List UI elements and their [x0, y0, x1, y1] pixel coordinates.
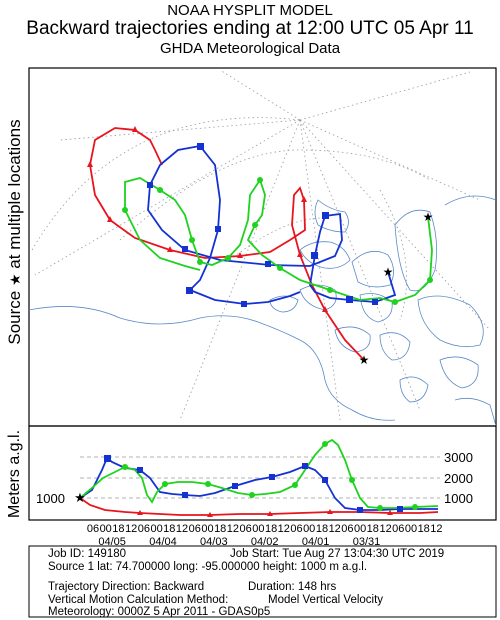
svg-text:★: ★ — [383, 265, 394, 279]
start-height-label: 1000 — [36, 491, 65, 506]
date-tick-label: 04/03 — [200, 536, 228, 548]
meteorology-source: GHDA Meteorological Data — [159, 40, 341, 57]
hour-tick-label: 06 — [239, 523, 251, 535]
hour-tick-label: 18 — [112, 523, 124, 535]
blue-markers — [147, 143, 378, 307]
hour-tick-label: 00 — [303, 523, 315, 535]
red-markers — [87, 126, 328, 312]
hour-tick-label: 06 — [290, 523, 302, 535]
trajectory-blue — [147, 145, 397, 305]
hour-tick-label: 12 — [379, 523, 391, 535]
green-markers — [122, 177, 433, 305]
hour-tick-label: 18 — [163, 523, 175, 535]
hour-tick-label: 00 — [100, 523, 112, 535]
source-stars: ★ ★ ★ — [359, 210, 434, 367]
trajectory-direction: Trajectory Direction: Backward — [48, 581, 205, 593]
model-title: NOAA HYSPLIT MODEL — [167, 2, 333, 19]
hour-tick-label: 18 — [265, 523, 277, 535]
hour-tick-label: 00 — [252, 523, 264, 535]
hour-tick-label: 06 — [189, 523, 201, 535]
height-red — [79, 497, 439, 516]
hour-tick-label: 18 — [367, 523, 379, 535]
height-tick-label: 1000 — [444, 491, 473, 506]
date-tick-labels: 04/05 04/04 04/03 04/02 04/01 03/31 — [98, 536, 380, 548]
map-frame — [28, 67, 497, 427]
hour-tick-label: 12 — [176, 523, 188, 535]
hour-tick-label: 00 — [150, 523, 162, 535]
hour-tick-label: 06 — [138, 523, 150, 535]
date-tick-label: 03/31 — [353, 536, 381, 548]
hour-tick-label: 18 — [418, 523, 430, 535]
hour-tick-label: 12 — [125, 523, 137, 535]
hour-tick-labels: 06 00 18 12 06 00 18 12 06 00 18 12 06 00 18 12 06 00 18 12… — [87, 523, 443, 535]
hour-tick-label: 00 — [405, 523, 417, 535]
vertical-method-value: Model Vertical Velocity — [268, 593, 384, 606]
hour-tick-label: 12 — [278, 523, 290, 535]
height-profiles — [79, 438, 439, 516]
trajectory-subtitle: Backward trajectories ending at 12:00 UT… — [26, 18, 474, 39]
trajectory-duration: Duration: 148 hrs — [248, 581, 337, 593]
map-graticule — [31, 69, 491, 421]
trajectory-lines — [89, 127, 433, 361]
info-frame — [28, 545, 497, 618]
height-markers: ★ — [74, 441, 418, 517]
date-tick-label: 04/01 — [302, 536, 330, 548]
trajectory-green — [124, 177, 433, 303]
height-blue — [79, 456, 438, 511]
svg-text:★: ★ — [423, 210, 434, 224]
date-tick-label: 04/04 — [149, 536, 177, 548]
coastlines — [28, 195, 497, 427]
vertical-method-label: Vertical Motion Calculation Method: — [48, 593, 229, 606]
height-gridlines — [80, 456, 440, 499]
height-tick-label: 2000 — [444, 471, 473, 486]
hour-tick-label: 18 — [214, 523, 226, 535]
hour-tick-label: 06 — [392, 523, 404, 535]
job-id: Job ID: 149180 — [48, 548, 127, 560]
hour-tick-label: 12 — [227, 523, 239, 535]
hour-tick-label: 12 — [329, 523, 341, 535]
hour-tick-label: 18 — [316, 523, 328, 535]
hour-tick-label: 12 — [430, 523, 442, 535]
source-location: Source 1 lat: 74.700000 long: -95.000000… — [48, 560, 368, 573]
svg-text:★: ★ — [359, 353, 370, 367]
height-frame — [28, 425, 497, 521]
height-tick-label: 3000 — [444, 450, 473, 465]
date-tick-label: 04/05 — [98, 536, 126, 548]
meteorology-info: Meteorology: 0000Z 5 Apr 2011 - GDAS0p5 — [48, 606, 271, 618]
hour-tick-label: 00 — [201, 523, 213, 535]
date-tick-label: 04/02 — [251, 536, 279, 548]
job-info-box: Job ID: 149180 Job Start: Tue Aug 27 13:… — [48, 548, 498, 619]
job-start: Job Start: Tue Aug 27 13:04:30 UTC 2019 — [230, 548, 445, 560]
trajectory-markers: ★ ★ ★ — [87, 126, 433, 367]
hour-tick-label: 06 — [87, 523, 99, 535]
hour-tick-label: 00 — [354, 523, 366, 535]
svg-text:★: ★ — [74, 491, 86, 506]
trajectory-red — [89, 127, 365, 361]
hour-tick-label: 06 — [341, 523, 353, 535]
height-tick-labels: 3000 2000 1000 1000 — [36, 450, 473, 506]
